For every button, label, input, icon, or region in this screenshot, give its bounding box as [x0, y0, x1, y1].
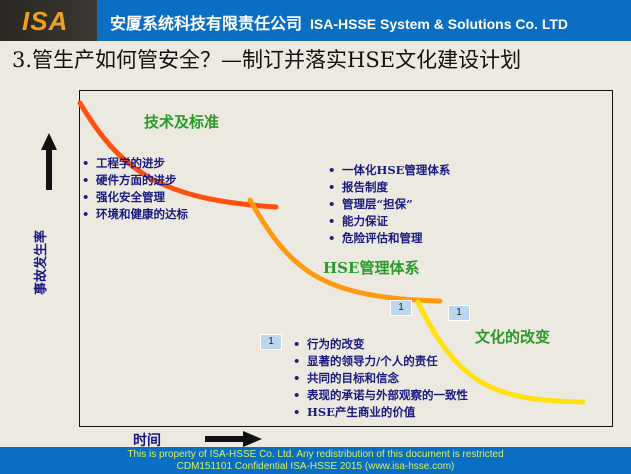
list-item: 行为的改变	[293, 336, 468, 353]
technology-list: 工程学的进步 硬件方面的进步 强化安全管理 环境和健康的达标	[82, 155, 188, 223]
curve-hse-system	[247, 197, 443, 304]
list-item: HSE产生商业的价值	[293, 404, 468, 421]
list-item: 显著的领导力/个人的责任	[293, 353, 468, 370]
list-item: 能力保证	[328, 213, 450, 230]
header-bar	[97, 0, 631, 41]
x-axis-arrow-icon	[205, 431, 262, 447]
stage-label-technology: 技术及标准	[144, 113, 220, 131]
list-item: 危险评估和管理	[328, 230, 450, 247]
page-title: 3.管生产如何管安全？—制订并落实HSE文化建设计划	[12, 48, 522, 72]
isa-logo: ISA	[22, 6, 69, 36]
x-axis-label: 时间	[133, 433, 161, 449]
stage-label-culture: 文化的改变	[475, 328, 551, 346]
footer-line-2: CDM151101 Confidential ISA-HSSE 2015 (ww…	[176, 461, 455, 472]
tag-box: 1	[260, 334, 282, 350]
footer: This is property of ISA-HSSE Co. Ltd. An…	[0, 447, 631, 474]
diagram-frame	[79, 90, 613, 427]
company-name-en: ISA-HSSE System & Solutions Co. LTD	[310, 16, 569, 32]
list-item: 硬件方面的进步	[82, 172, 188, 189]
y-axis-label: 事故发生率	[34, 229, 49, 295]
list-item: 环境和健康的达标	[82, 206, 188, 223]
company-name-cn: 安厦系统科技有限责任公司	[110, 16, 303, 33]
company-name: 安厦系统科技有限责任公司 ISA-HSSE System & Solutions …	[110, 10, 568, 34]
tag-box: 1	[448, 305, 470, 321]
footer-line-1: This is property of ISA-HSSE Co. Ltd. An…	[127, 449, 504, 460]
list-item: 强化安全管理	[82, 189, 188, 206]
list-item: 管理层“担保”	[328, 196, 450, 213]
tag-box: 1	[390, 300, 412, 316]
list-item: 报告制度	[328, 179, 450, 196]
list-item: 工程学的进步	[82, 155, 188, 172]
list-item: 表现的承诺与外部观察的一致性	[293, 387, 468, 404]
list-item: 共同的目标和信念	[293, 370, 468, 387]
stage-label-hse-system: HSE管理体系	[323, 259, 420, 277]
curve-culture	[415, 299, 586, 405]
logo-area: ISA	[0, 0, 97, 41]
culture-list: 行为的改变 显著的领导力/个人的责任 共同的目标和信念 表现的承诺与外部观察的一…	[293, 336, 468, 421]
list-item: 一体化HSE管理体系	[328, 162, 450, 179]
hse-system-list: 一体化HSE管理体系 报告制度 管理层“担保” 能力保证 危险评估和管理	[328, 162, 450, 247]
y-axis-arrow-icon	[41, 133, 57, 190]
